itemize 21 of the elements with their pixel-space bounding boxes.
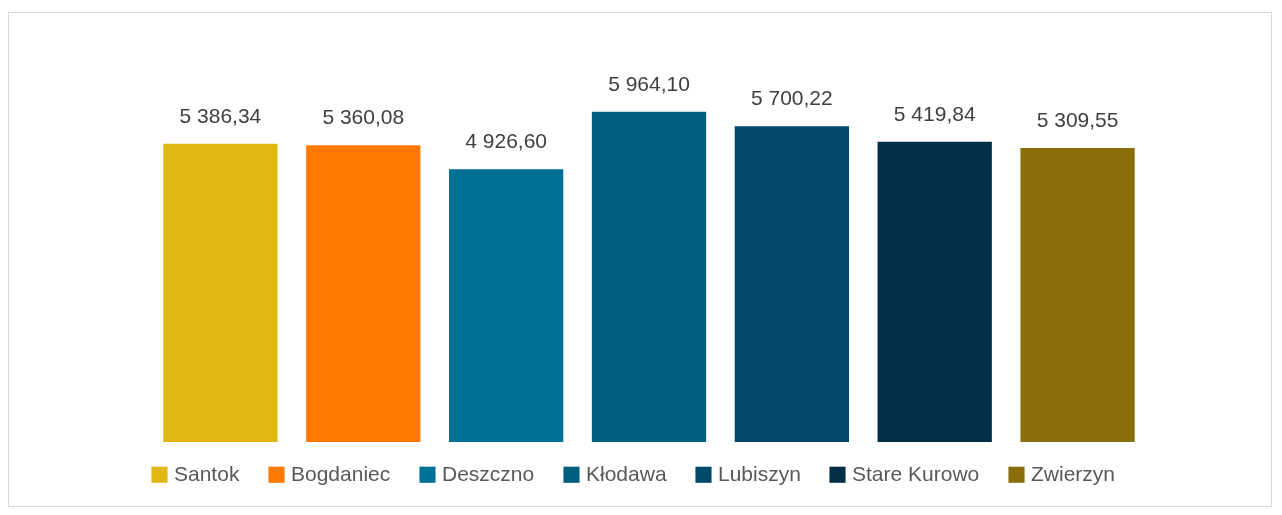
data-label: 5 309,55 — [1036, 107, 1119, 131]
legend-label: Zwierzyn — [1031, 461, 1116, 485]
bar — [306, 145, 421, 442]
data-label: 4 926,60 — [465, 129, 548, 153]
legend-label: Stare Kurowo — [852, 461, 980, 485]
legend-label: Deszczno — [442, 461, 535, 485]
bar — [591, 111, 707, 442]
bar — [877, 141, 992, 442]
bar — [449, 169, 564, 442]
legend-label: Lubiszyn — [718, 461, 801, 485]
legend-label: Bogdaniec — [291, 461, 391, 485]
data-label: 5 700,22 — [750, 86, 833, 110]
legend-label: Kłodawa — [586, 461, 667, 485]
legend-label: Santok — [174, 461, 240, 485]
bar — [734, 126, 849, 442]
data-label: 5 386,34 — [179, 103, 262, 127]
data-label: 5 419,84 — [893, 101, 976, 125]
bar — [1020, 147, 1135, 442]
data-label: 5 964,10 — [608, 71, 690, 95]
bar — [163, 143, 278, 442]
data-label: 5 360,08 — [322, 105, 405, 129]
